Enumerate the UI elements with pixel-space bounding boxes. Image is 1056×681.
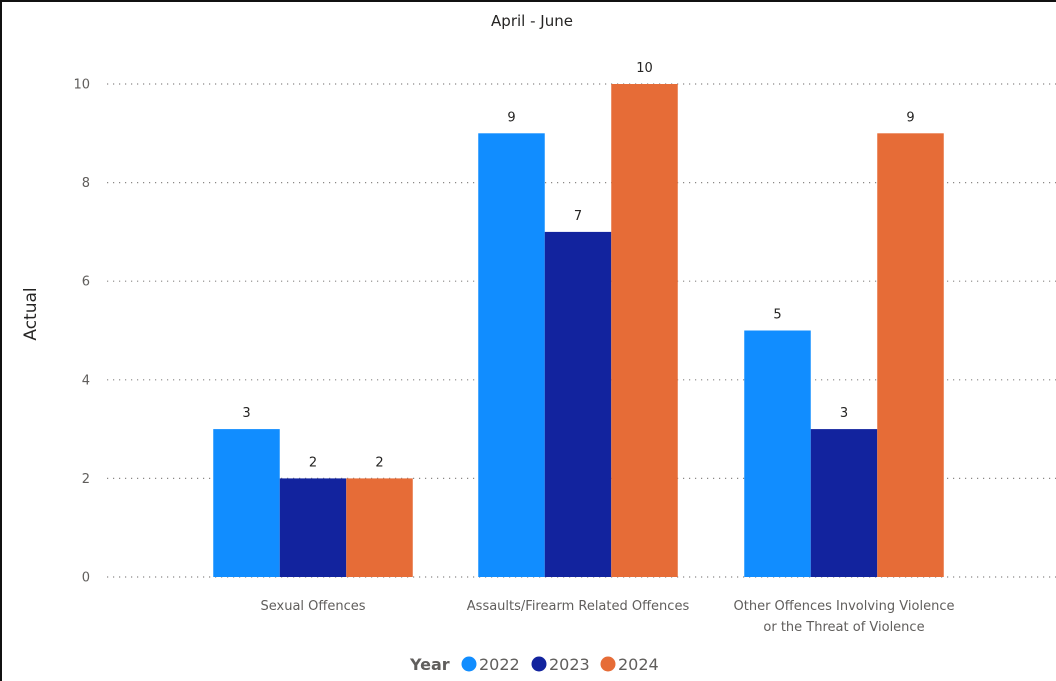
data-label-2024-3: 9: [906, 110, 914, 125]
legend-marker-2024: [600, 656, 616, 672]
bar-2022-2[interactable]: [478, 133, 545, 578]
bar-2024-1[interactable]: [346, 478, 413, 577]
legend-label-2023[interactable]: 2023: [549, 655, 590, 674]
legend: Year 2022 2023 2024: [409, 655, 659, 674]
bar-2022-1[interactable]: [213, 429, 280, 577]
bars: [213, 84, 944, 578]
legend-label-2022[interactable]: 2022: [479, 655, 520, 674]
bar-2022-3[interactable]: [744, 330, 811, 578]
legend-label-2024[interactable]: 2024: [618, 655, 659, 674]
bar-2023-1[interactable]: [279, 478, 347, 577]
y-tick-label: 10: [73, 78, 90, 93]
y-axis-ticks: 0 2 4 6 8 10: [73, 78, 90, 586]
category-label-3: Other Offences Involving Violence or the …: [734, 599, 955, 635]
y-tick-label: 4: [82, 373, 90, 388]
data-label-2024-2: 10: [636, 61, 653, 76]
category-label-1: Sexual Offences: [260, 599, 365, 614]
legend-marker-2022: [461, 656, 477, 672]
data-label-2022-2: 9: [507, 110, 515, 125]
y-tick-label: 0: [82, 571, 90, 586]
bar-2024-2[interactable]: [611, 84, 678, 577]
data-label-2022-1: 3: [242, 406, 250, 421]
x-axis-categories: Sexual Offences Assaults/Firearm Related …: [260, 599, 954, 635]
data-label-2023-1: 2: [309, 455, 317, 470]
legend-marker-2023: [531, 656, 547, 672]
y-tick-label: 6: [82, 275, 90, 290]
data-label-2023-2: 7: [574, 209, 582, 224]
data-label-2024-1: 2: [375, 455, 383, 470]
data-label-2023-3: 3: [840, 406, 848, 421]
y-axis-label: Actual: [21, 287, 41, 340]
data-labels: 3 2 2 9 7 10 5 3 9: [242, 61, 914, 470]
legend-title: Year: [409, 655, 450, 674]
chart-title: April - June: [491, 12, 573, 30]
bar-2023-2[interactable]: [544, 231, 612, 577]
y-tick-label: 2: [82, 472, 90, 487]
y-tick-label: 8: [82, 176, 90, 191]
bar-2024-3[interactable]: [877, 133, 944, 578]
data-label-2022-3: 5: [773, 308, 781, 323]
category-label-2: Assaults/Firearm Related Offences: [467, 599, 690, 614]
bar-2023-3[interactable]: [810, 429, 878, 577]
